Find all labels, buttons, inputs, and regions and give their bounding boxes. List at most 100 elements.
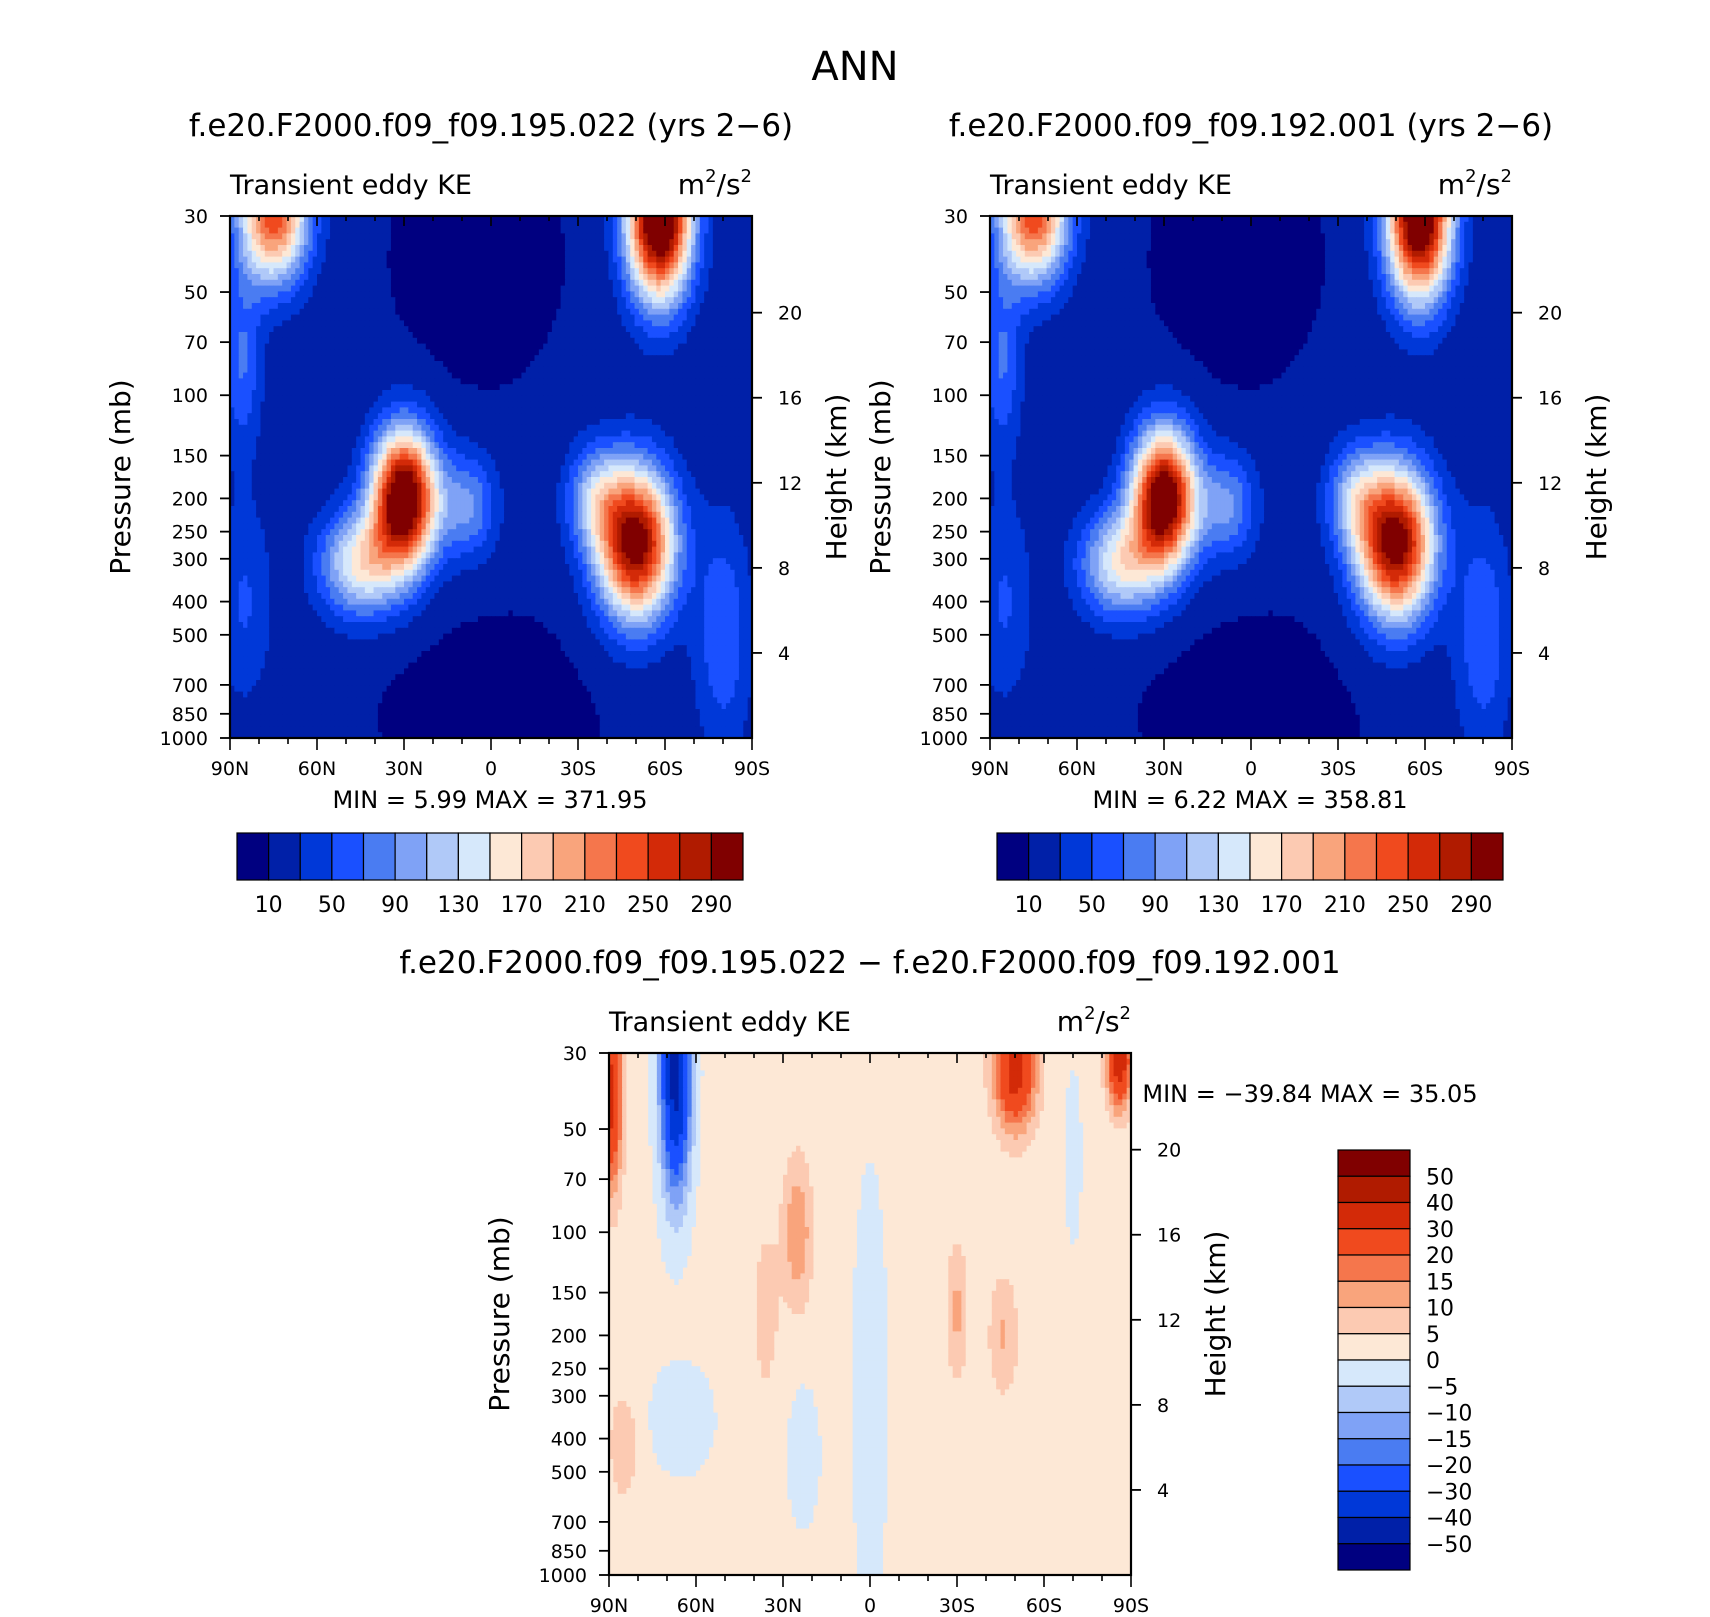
contour-cell <box>464 436 470 443</box>
contour-cell <box>369 245 375 252</box>
contour-cell <box>673 448 679 455</box>
contour-cell <box>282 233 288 240</box>
contour-cell <box>695 378 701 385</box>
contour-cell <box>460 413 466 420</box>
contour-cell <box>473 384 479 391</box>
contour-cell <box>647 233 653 240</box>
contour-cell <box>343 233 349 240</box>
contour-cell <box>586 239 592 246</box>
contour-cell <box>560 395 566 403</box>
contour-cell <box>256 366 262 374</box>
contour-cell <box>508 424 514 432</box>
contour-cell <box>678 390 683 397</box>
contour-cell <box>230 239 235 246</box>
contour-cell <box>730 355 736 362</box>
contour-cell <box>395 297 401 304</box>
contour-cell <box>260 442 266 449</box>
contour-cell <box>634 424 640 432</box>
contour-cell <box>525 349 531 356</box>
contour-cell <box>556 268 562 275</box>
contour-cell <box>604 442 610 449</box>
contour-cell <box>682 384 688 391</box>
contour-cell <box>617 268 623 275</box>
contour-cell <box>599 326 605 333</box>
contour-cell <box>586 436 592 443</box>
contour-cell <box>504 245 509 252</box>
contour-cell <box>669 233 675 240</box>
contour-cell <box>560 221 566 229</box>
contour-cell <box>495 355 501 362</box>
contour-cell <box>473 366 479 374</box>
contour-cell <box>534 401 540 408</box>
contour-cell <box>534 366 540 374</box>
contour-cell <box>543 407 549 414</box>
contour-cell <box>477 453 483 461</box>
contour-cell <box>251 372 257 379</box>
contour-cell <box>738 355 744 362</box>
contour-cell <box>421 332 427 339</box>
contour-cell <box>382 366 388 374</box>
contour-cell <box>564 401 570 408</box>
contour-cell <box>395 291 401 298</box>
contour-cell <box>651 390 657 397</box>
contour-cell <box>404 413 409 420</box>
contour-cell <box>482 326 488 333</box>
contour-cell <box>525 239 531 246</box>
contour-cell <box>247 262 253 269</box>
contour-cell <box>508 216 514 223</box>
contour-cell <box>486 245 492 252</box>
contour-cell <box>425 424 431 432</box>
contour-cell <box>347 413 353 420</box>
contour-cell <box>404 395 409 403</box>
contour-cell <box>573 297 579 304</box>
contour-cell <box>517 453 523 461</box>
contour-cell <box>578 436 583 443</box>
contour-cell <box>312 279 318 287</box>
contour-cell <box>247 424 253 432</box>
contour-cell <box>325 250 331 258</box>
contour-cell <box>691 442 697 449</box>
contour-cell <box>286 366 292 374</box>
contour-cell <box>634 361 640 368</box>
contour-cell <box>425 366 431 374</box>
contour-cell <box>386 436 392 443</box>
contour-cell <box>747 395 752 403</box>
contour-cell <box>556 384 562 391</box>
contour-cell <box>717 419 723 426</box>
contour-cell <box>230 274 235 281</box>
contour-cell <box>286 320 292 327</box>
contour-cell <box>595 337 601 345</box>
contour-cell <box>599 337 605 345</box>
contour-cell <box>625 216 631 223</box>
contour-cell <box>260 355 266 362</box>
contour-cell <box>412 291 418 298</box>
contour-cell <box>651 297 657 304</box>
contour-cell <box>395 221 401 229</box>
contour-cell <box>686 239 692 246</box>
contour-cell <box>504 256 509 263</box>
contour-cell <box>682 221 688 229</box>
contour-cell <box>704 279 710 287</box>
contour-cell <box>665 320 670 327</box>
contour-cell <box>551 233 557 240</box>
contour-cell <box>743 227 749 234</box>
contour-cell <box>395 274 401 281</box>
contour-cell <box>665 430 670 437</box>
contour-cell <box>704 233 710 240</box>
contour-cell <box>656 308 662 316</box>
contour-cell <box>643 245 649 252</box>
contour-cell <box>556 390 562 397</box>
contour-cell <box>338 436 344 443</box>
contour-cell <box>269 279 275 287</box>
contour-cell <box>521 366 527 374</box>
contour-cell <box>269 239 275 246</box>
contour-cell <box>408 279 414 287</box>
contour-cell <box>656 233 662 240</box>
contour-cell <box>530 268 536 275</box>
contour-cell <box>412 424 418 432</box>
contour-cell <box>682 285 688 292</box>
contour-cell <box>264 239 270 246</box>
contour-cell <box>508 384 514 391</box>
contour-cell <box>386 279 392 287</box>
contour-cell <box>730 291 736 298</box>
